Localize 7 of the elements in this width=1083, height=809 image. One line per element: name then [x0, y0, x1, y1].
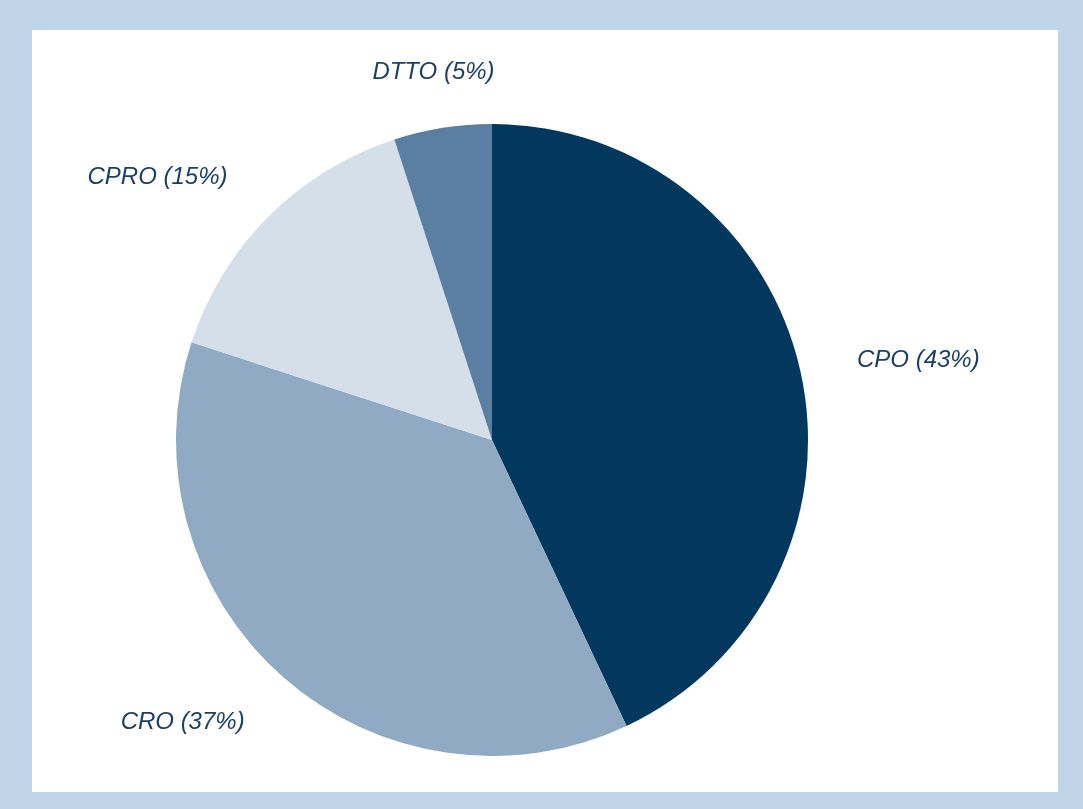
slice-label: CPRO (15%): [87, 162, 228, 190]
pie-slice: [492, 124, 808, 726]
slice-label: DTTO (5%): [372, 57, 495, 85]
pie-slice: [394, 124, 492, 440]
slice-label: CRO (37%): [120, 707, 245, 735]
slice-label: CPO (43%): [856, 344, 980, 372]
pie-slice: [176, 342, 627, 756]
